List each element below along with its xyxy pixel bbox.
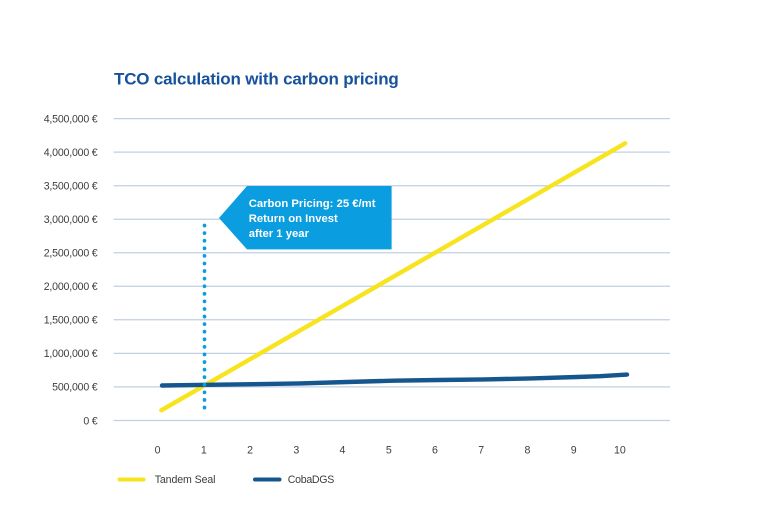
svg-text:10: 10 — [614, 445, 626, 457]
svg-text:0: 0 — [155, 445, 161, 457]
svg-text:3: 3 — [293, 445, 299, 457]
svg-text:4: 4 — [340, 445, 346, 457]
svg-text:after 1 year: after 1 year — [249, 228, 310, 240]
svg-text:4,500,000 €: 4,500,000 € — [44, 113, 98, 125]
svg-text:5: 5 — [386, 445, 392, 457]
svg-text:CobaDGS: CobaDGS — [288, 474, 334, 486]
svg-text:2: 2 — [247, 445, 253, 457]
svg-text:7: 7 — [478, 445, 484, 457]
svg-text:TCO calculation with carbon pr: TCO calculation with carbon pricing — [114, 70, 399, 89]
svg-text:3,000,000 €: 3,000,000 € — [44, 214, 98, 226]
svg-text:500,000 €: 500,000 € — [52, 382, 98, 394]
svg-text:Carbon Pricing: 25 €/mt: Carbon Pricing: 25 €/mt — [249, 198, 376, 210]
svg-text:3,500,000 €: 3,500,000 € — [44, 181, 98, 193]
svg-text:6: 6 — [432, 445, 438, 457]
svg-text:1: 1 — [201, 445, 207, 457]
svg-text:4,000,000 €: 4,000,000 € — [44, 147, 98, 159]
svg-text:1,000,000 €: 1,000,000 € — [44, 348, 98, 360]
svg-text:9: 9 — [571, 445, 577, 457]
svg-text:8: 8 — [524, 445, 530, 457]
svg-text:2,000,000 €: 2,000,000 € — [44, 281, 98, 293]
svg-text:0 €: 0 € — [83, 415, 97, 427]
svg-text:Return on Invest: Return on Invest — [249, 213, 338, 225]
svg-text:1,500,000 €: 1,500,000 € — [44, 315, 98, 327]
svg-text:2,500,000 €: 2,500,000 € — [44, 248, 98, 260]
svg-text:Tandem Seal: Tandem Seal — [155, 474, 216, 486]
